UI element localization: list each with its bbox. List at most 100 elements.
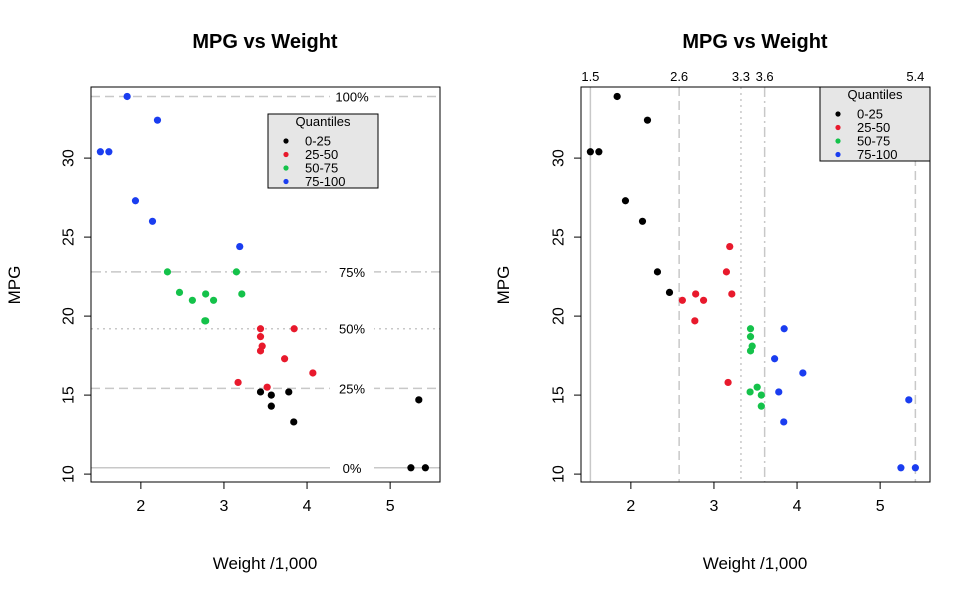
left-data-points bbox=[96, 92, 429, 472]
left-legend-marker-0 bbox=[283, 138, 289, 144]
left-point-25-50-7 bbox=[234, 378, 242, 387]
right-point-25-50-5 bbox=[726, 242, 734, 251]
left-point-50-75-5 bbox=[175, 288, 184, 296]
left-point-75-100-1 bbox=[105, 148, 113, 156]
left-quantile-label-0: 100% bbox=[335, 89, 369, 104]
left-point-0-25-0 bbox=[256, 388, 265, 396]
right-point-75-100-5 bbox=[905, 396, 913, 404]
right-point-75-100-2 bbox=[799, 369, 807, 377]
left-point-0-25-3 bbox=[285, 388, 293, 396]
left-point-25-50-5 bbox=[309, 369, 317, 377]
left-x-tick-label-0: 2 bbox=[136, 498, 145, 515]
right-point-50-75-6 bbox=[757, 391, 765, 399]
left-point-50-75-0 bbox=[163, 268, 172, 276]
left-axes: 2 3 4 5 10 15 20 25 30 bbox=[61, 149, 395, 515]
right-point-50-75-5 bbox=[753, 383, 761, 391]
right-y-tick-label-0: 10 bbox=[551, 465, 568, 483]
left-scatter-panel: MPG vs Weight Weight /1,000 MPG 100%75%5… bbox=[5, 31, 441, 573]
left-x-tick-label-3: 5 bbox=[386, 498, 395, 515]
right-quantile-label-0: 1.5 bbox=[581, 69, 599, 84]
right-point-75-100-3 bbox=[775, 388, 783, 396]
left-quantile-label-3: 25% bbox=[339, 381, 365, 396]
right-point-0-25-5 bbox=[638, 217, 647, 225]
left-point-75-100-0 bbox=[153, 116, 162, 124]
right-point-75-100-0 bbox=[780, 325, 788, 333]
left-point-75-100-6 bbox=[236, 242, 244, 251]
right-point-0-25-0 bbox=[613, 92, 621, 101]
right-point-50-75-4 bbox=[746, 388, 754, 396]
left-quantile-label-bg-0 bbox=[330, 88, 374, 105]
left-point-75-100-5 bbox=[148, 217, 157, 225]
left-point-50-75-4 bbox=[202, 290, 210, 298]
left-point-25-50-8 bbox=[290, 325, 298, 333]
left-point-25-50-2 bbox=[256, 347, 265, 355]
left-point-75-100-3 bbox=[131, 197, 140, 205]
left-x-axis-title: Weight /1,000 bbox=[213, 554, 318, 573]
left-point-50-75-3 bbox=[188, 296, 196, 304]
right-quantile-label-4: 5.4 bbox=[906, 69, 924, 84]
left-y-tick-label-0: 10 bbox=[61, 465, 78, 483]
left-quantile-label-bg-4 bbox=[330, 459, 374, 476]
left-reference-lines: 100% 75% 50% 25% 0% bbox=[91, 88, 440, 476]
left-y-tick-label-2: 20 bbox=[61, 307, 78, 325]
left-y-tick-label-1: 15 bbox=[61, 386, 78, 404]
left-legend-label-0: 0-25 bbox=[305, 134, 331, 149]
right-legend-label-2: 50-75 bbox=[857, 134, 890, 149]
right-x-tick-label-1: 3 bbox=[709, 498, 718, 515]
right-point-75-100-6 bbox=[897, 464, 905, 472]
left-point-0-25-7 bbox=[267, 391, 275, 399]
left-y-tick-label-3: 25 bbox=[61, 228, 78, 246]
right-point-25-50-1 bbox=[692, 290, 700, 298]
right-y-tick-label-4: 30 bbox=[551, 149, 568, 167]
left-x-tick-label-1: 3 bbox=[219, 498, 228, 515]
left-legend-label-1: 25-50 bbox=[305, 147, 338, 162]
right-point-25-50-7 bbox=[724, 378, 732, 387]
left-point-0-25-6 bbox=[415, 396, 423, 404]
right-point-50-75-1 bbox=[746, 333, 755, 341]
left-x-tick-label-2: 4 bbox=[303, 498, 312, 515]
right-point-75-100-7 bbox=[911, 464, 919, 472]
right-point-50-75-7 bbox=[757, 402, 765, 410]
right-y-tick-label-2: 20 bbox=[551, 307, 568, 325]
right-point-75-100-1 bbox=[771, 355, 779, 363]
right-legend-marker-1 bbox=[835, 124, 841, 131]
left-quantile-label-1: 75% bbox=[339, 265, 365, 280]
right-point-0-25-2 bbox=[586, 148, 594, 156]
right-point-25-50-0 bbox=[678, 296, 686, 304]
left-point-25-50-6 bbox=[263, 383, 271, 391]
right-point-25-50-3 bbox=[691, 317, 699, 325]
right-legend-label-1: 25-50 bbox=[857, 120, 890, 135]
left-quantile-label-bg-2 bbox=[330, 320, 374, 337]
right-legend-label-0: 0-25 bbox=[857, 107, 883, 122]
left-point-0-25-2 bbox=[290, 418, 298, 426]
right-x-tick-label-0: 2 bbox=[626, 498, 635, 515]
right-y-tick-label-1: 15 bbox=[551, 386, 568, 404]
left-point-0-25-1 bbox=[267, 402, 275, 410]
right-y-tick-label-3: 25 bbox=[551, 228, 568, 246]
left-point-25-50-1 bbox=[256, 333, 265, 341]
right-legend-marker-3 bbox=[835, 151, 841, 158]
right-point-25-50-6 bbox=[728, 290, 736, 298]
right-point-0-25-4 bbox=[621, 197, 630, 205]
left-quantile-label-4: 0% bbox=[343, 461, 362, 476]
right-quantile-label-1: 2.6 bbox=[670, 69, 688, 84]
left-quantile-label-bg-3 bbox=[330, 380, 374, 397]
left-point-50-75-1 bbox=[209, 296, 218, 304]
left-y-axis-title: MPG bbox=[5, 266, 24, 305]
right-x-tick-label-3: 5 bbox=[876, 498, 885, 515]
right-chart-title: MPG vs Weight bbox=[682, 31, 828, 53]
right-point-0-25-3 bbox=[595, 148, 603, 156]
left-point-25-50-3 bbox=[256, 325, 265, 333]
right-point-0-25-6 bbox=[653, 268, 662, 276]
right-quantile-label-3: 3.6 bbox=[756, 69, 774, 84]
right-legend-label-3: 75-100 bbox=[857, 147, 897, 162]
right-point-50-75-0 bbox=[746, 325, 755, 333]
right-data-points bbox=[586, 92, 919, 472]
right-y-axis-title: MPG bbox=[494, 266, 513, 305]
left-legend-marker-2 bbox=[283, 165, 289, 171]
right-point-0-25-1 bbox=[643, 116, 652, 124]
left-y-tick-label-4: 30 bbox=[61, 149, 78, 167]
left-plot-frame bbox=[90, 86, 441, 483]
